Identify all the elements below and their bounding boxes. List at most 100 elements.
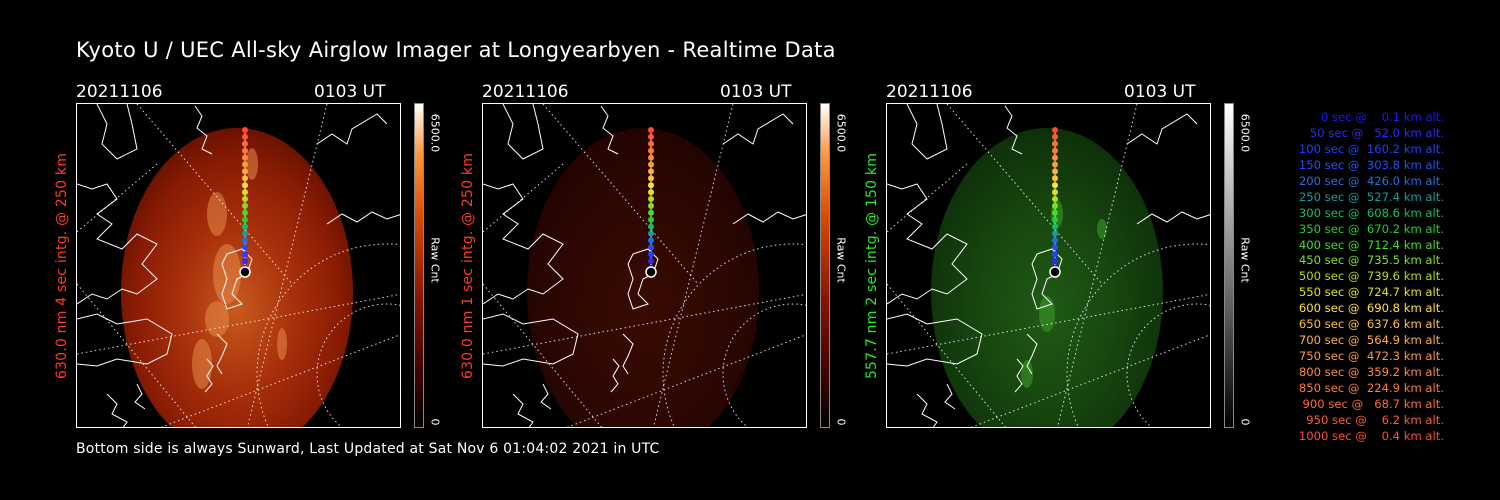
legend-row: 450 sec @ 735.5 km alt.: [1295, 253, 1444, 268]
legend-row: 100 sec @ 160.2 km alt.: [1295, 141, 1444, 156]
trajectory-point: [648, 161, 654, 168]
colorbar-2-min: 0: [834, 418, 848, 426]
colorbar-2: [820, 103, 830, 428]
legend-row: 550 sec @ 724.7 km alt.: [1295, 285, 1444, 300]
trajectory-point: [648, 237, 654, 244]
legend-row: 150 sec @ 303.8 km alt.: [1295, 157, 1444, 172]
colorbar-3: [1224, 103, 1234, 428]
trajectory-point: [1052, 168, 1058, 175]
legend-row: 850 sec @ 224.9 km alt.: [1295, 380, 1444, 395]
trajectory-point: [1052, 196, 1058, 202]
panel2-side-label: 630.0 nm 1 sec intg. @ 250 km: [460, 152, 476, 379]
trajectory-point: [242, 154, 248, 161]
colorbar-2-max: 6500.0: [834, 113, 848, 153]
colorbar-3-min: 0: [1238, 418, 1252, 426]
trajectory-point: [1052, 209, 1058, 216]
colorbar-1-min: 0: [428, 418, 442, 426]
trajectory-point: [1052, 127, 1058, 133]
trajectory-point: [242, 230, 248, 237]
trajectory-point: [1052, 251, 1058, 258]
trajectory-point: [242, 196, 248, 202]
trajectory-point: [648, 258, 654, 265]
trajectory-point: [242, 147, 248, 154]
legend-row: 800 sec @ 359.2 km alt.: [1295, 365, 1444, 379]
legend-row: 400 sec @ 712.4 km alt.: [1295, 237, 1444, 252]
trajectory-point: [1052, 154, 1058, 161]
trajectory-point: [648, 127, 654, 133]
trajectory-point: [648, 168, 654, 175]
trajectory-point: [1052, 230, 1058, 237]
trajectory-point: [1052, 237, 1058, 244]
trajectory-point: [648, 244, 654, 251]
trajectory-point: [1052, 133, 1058, 140]
allsky-image-panel-3: [886, 103, 1211, 428]
trajectory-point: [1052, 175, 1058, 182]
trajectory-point: [648, 147, 654, 154]
colorbar-2-unit: Raw Cnt: [834, 237, 848, 283]
trajectory-point: [648, 154, 654, 161]
trajectory-point: [242, 182, 248, 189]
colorbar-3-unit: Raw Cnt: [1238, 237, 1252, 283]
legend-row: 1000 sec @ 0.4 km alt.: [1298, 428, 1444, 443]
trajectory-point: [648, 189, 654, 196]
trajectory-point: [242, 223, 248, 230]
trajectory-point: [242, 175, 248, 182]
colorbar-1-unit: Raw Cnt: [428, 237, 442, 283]
legend-row: 350 sec @ 670.2 km alt.: [1295, 221, 1444, 236]
trajectory-point: [1052, 216, 1058, 223]
legend-row: 650 sec @ 637.6 km alt.: [1295, 317, 1444, 332]
trajectory-point: [242, 202, 248, 209]
trajectory-point: [648, 209, 654, 216]
trajectory-point: [242, 133, 248, 140]
trajectory-point: [648, 230, 654, 237]
trajectory-point: [1052, 140, 1058, 147]
panel3-time: 0103 UT: [1124, 82, 1196, 102]
trajectory-point: [242, 161, 248, 168]
panel2-time: 0103 UT: [720, 82, 792, 102]
page-title: Kyoto U / UEC All-sky Airglow Imager at …: [76, 38, 836, 62]
trajectory-point: [242, 209, 248, 216]
trajectory-point: [648, 182, 654, 189]
trajectory-point: [1052, 223, 1058, 230]
legend-row: 500 sec @ 739.6 km alt.: [1295, 269, 1444, 284]
colorbar-3-max: 6500.0: [1238, 113, 1252, 153]
legend-row: 900 sec @ 68.7 km alt.: [1298, 396, 1444, 411]
legend-row: 50 sec @ 52.0 km alt.: [1302, 125, 1444, 140]
trajectory-point: [648, 140, 654, 147]
trajectory-point: [242, 251, 248, 258]
legend-row: 0 sec @ 0.1 km alt.: [1309, 110, 1444, 124]
trajectory-legend: 0 sec @ 0.1 km alt. 50 sec @ 52.0 km alt…: [1262, 109, 1444, 444]
trajectory-point: [1052, 147, 1058, 154]
colorbar-1: [414, 103, 424, 428]
panel3-side-label: 557.7 nm 2 sec intg. @ 150 km: [864, 152, 880, 379]
panel1-time: 0103 UT: [314, 82, 386, 102]
allsky-image-panel-1: [76, 103, 401, 428]
trajectory-point: [1052, 202, 1058, 209]
trajectory-point: [242, 244, 248, 251]
trajectory-point: [648, 133, 654, 140]
trajectory-point: [1052, 161, 1058, 168]
panel1-side-label: 630.0 nm 4 sec intg. @ 250 km: [54, 152, 70, 379]
panel2-date: 20211106: [482, 82, 569, 102]
trajectory-point: [648, 216, 654, 223]
trajectory-point: [1052, 258, 1058, 265]
trajectory-point: [648, 196, 654, 202]
trajectory-point: [648, 251, 654, 258]
legend-row: 750 sec @ 472.3 km alt.: [1295, 349, 1444, 364]
trajectory-point: [242, 237, 248, 244]
trajectory-point: [242, 258, 248, 265]
trajectory-point: [648, 202, 654, 209]
trajectory-point: [1052, 182, 1058, 189]
trajectory-point: [1052, 189, 1058, 196]
legend-row: 600 sec @ 690.8 km alt.: [1295, 301, 1444, 316]
trajectory-point: [242, 140, 248, 147]
legend-row: 300 sec @ 608.6 km alt.: [1295, 205, 1444, 220]
panel1-date: 20211106: [76, 82, 163, 102]
legend-row: 250 sec @ 527.4 km alt.: [1295, 189, 1444, 204]
legend-row: 950 sec @ 6.2 km alt.: [1302, 412, 1444, 427]
footer-note: Bottom side is always Sunward, Last Upda…: [76, 441, 660, 457]
allsky-image-panel-2: [482, 103, 807, 428]
colorbar-1-max: 6500.0: [428, 113, 442, 153]
legend-row: 200 sec @ 426.0 km alt.: [1295, 173, 1444, 188]
panel3-date: 20211106: [886, 82, 973, 102]
